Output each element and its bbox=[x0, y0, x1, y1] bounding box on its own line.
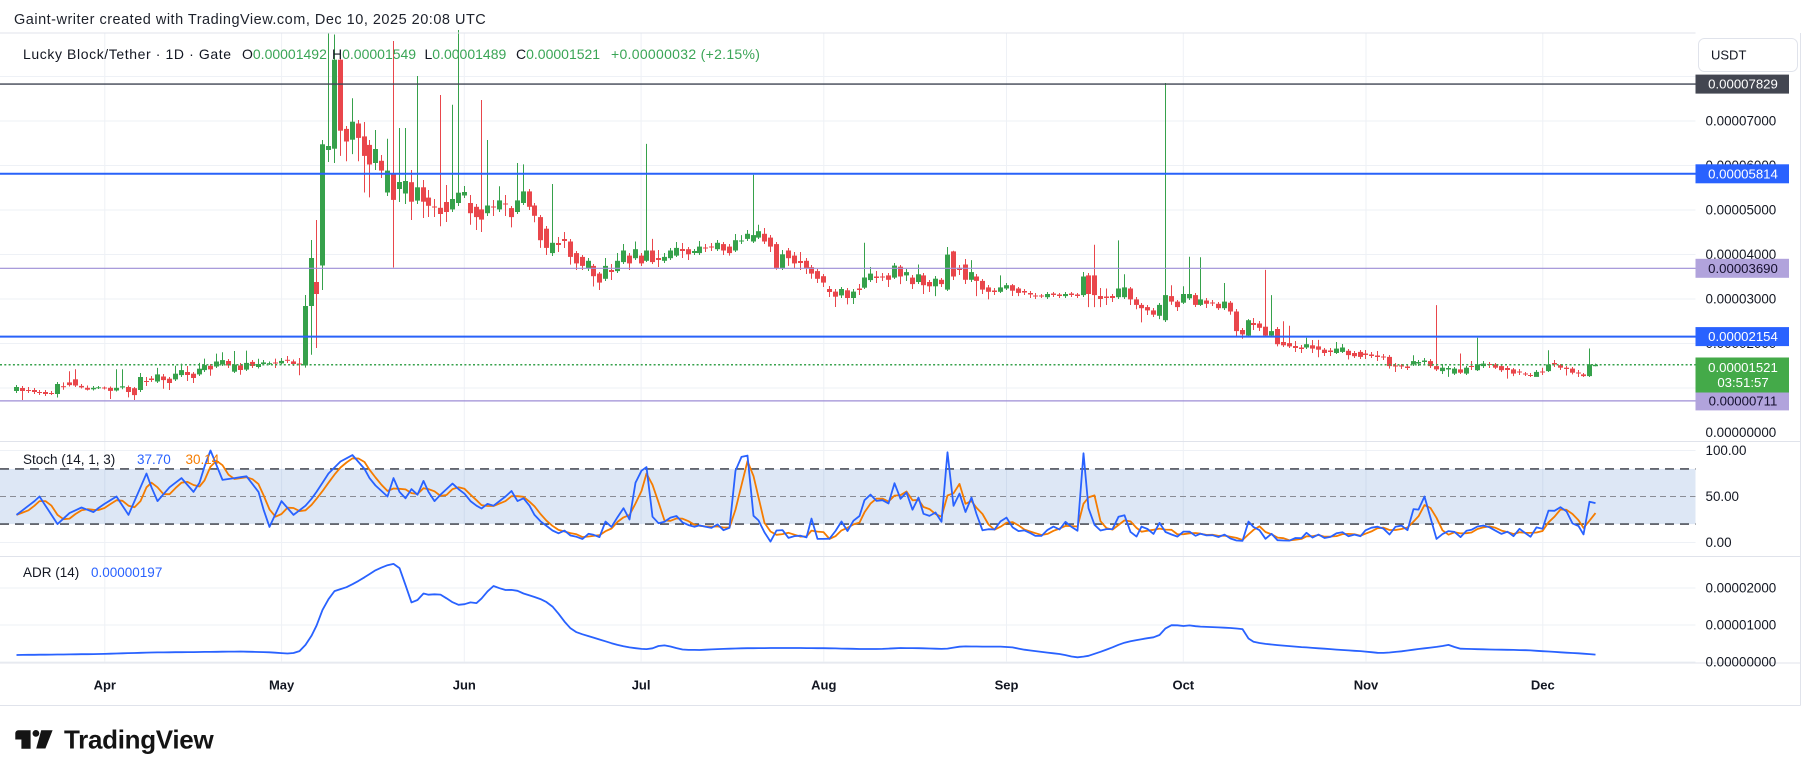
svg-text:USDT: USDT bbox=[1711, 48, 1746, 63]
svg-text:Lucky Block/Tether · 1D · Gate: Lucky Block/Tether · 1D · Gate bbox=[23, 46, 232, 62]
svg-text:0.00001521: 0.00001521 bbox=[1708, 360, 1778, 375]
svg-text:37.70: 37.70 bbox=[137, 452, 171, 467]
svg-text:0.00005814: 0.00005814 bbox=[1708, 166, 1778, 181]
svg-text:Aug: Aug bbox=[811, 678, 836, 693]
svg-text:0.00000000: 0.00000000 bbox=[1706, 655, 1777, 670]
svg-text:Stoch (14, 1, 3): Stoch (14, 1, 3) bbox=[23, 452, 115, 467]
svg-text:50.00: 50.00 bbox=[1706, 489, 1740, 504]
svg-text:0.00007829: 0.00007829 bbox=[1708, 77, 1778, 92]
svg-text:0.00003690: 0.00003690 bbox=[1708, 261, 1778, 276]
svg-text:03:51:57: 03:51:57 bbox=[1717, 375, 1768, 390]
svg-text:0.00000000: 0.00000000 bbox=[1706, 425, 1777, 440]
svg-text:0.00001000: 0.00001000 bbox=[1706, 618, 1777, 633]
svg-text:Apr: Apr bbox=[94, 678, 116, 693]
svg-text:100.00: 100.00 bbox=[1706, 443, 1747, 458]
svg-text:H0.00001549: H0.00001549 bbox=[332, 46, 416, 62]
svg-text:0.00000711: 0.00000711 bbox=[1709, 394, 1778, 409]
svg-text:0.00007000: 0.00007000 bbox=[1706, 114, 1777, 129]
svg-text:ADR (14): ADR (14) bbox=[23, 565, 79, 580]
svg-text:L0.00001489: L0.00001489 bbox=[425, 46, 507, 62]
svg-text:C0.00001521: C0.00001521 bbox=[516, 46, 600, 62]
svg-text:Oct: Oct bbox=[1172, 678, 1194, 693]
svg-text:0.00002154: 0.00002154 bbox=[1708, 329, 1778, 344]
svg-text:0.00005000: 0.00005000 bbox=[1706, 203, 1777, 218]
svg-text:Dec: Dec bbox=[1531, 678, 1555, 693]
svg-text:Nov: Nov bbox=[1354, 678, 1379, 693]
svg-text:0.00003000: 0.00003000 bbox=[1706, 292, 1777, 307]
svg-text:0.00: 0.00 bbox=[1706, 535, 1732, 550]
svg-text:0.00004000: 0.00004000 bbox=[1706, 247, 1777, 262]
svg-text:Jun: Jun bbox=[453, 678, 476, 693]
svg-text:+0.00000032 (+2.15%): +0.00000032 (+2.15%) bbox=[611, 46, 760, 62]
svg-text:May: May bbox=[269, 678, 295, 693]
svg-text:0.00000197: 0.00000197 bbox=[91, 565, 162, 580]
svg-text:0.00002000: 0.00002000 bbox=[1706, 581, 1777, 596]
svg-text:Sep: Sep bbox=[995, 678, 1019, 693]
svg-text:O0.00001492: O0.00001492 bbox=[242, 46, 327, 62]
svg-text:TradingView: TradingView bbox=[64, 725, 214, 755]
svg-text:Gaint-writer created with Trad: Gaint-writer created with TradingView.co… bbox=[14, 12, 486, 28]
svg-text:Jul: Jul bbox=[632, 678, 651, 693]
svg-text:30.14: 30.14 bbox=[186, 452, 220, 467]
